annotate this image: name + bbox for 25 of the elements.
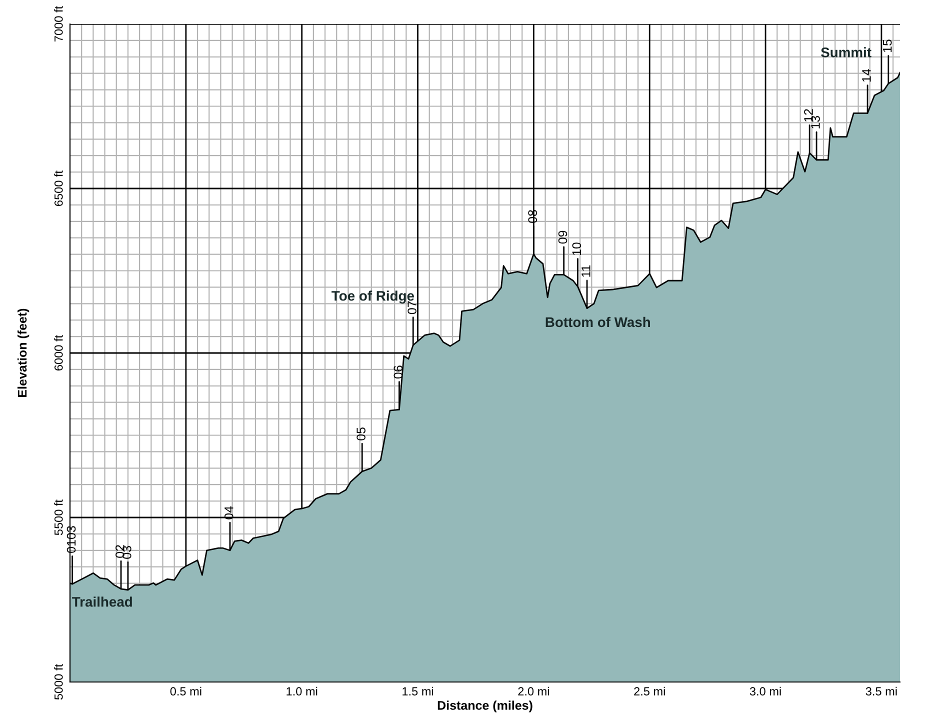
annotation: 11 [582, 265, 590, 277]
x-tick-label: 1.0 mi [286, 686, 318, 696]
x-axis-title: Distance (miles) [438, 700, 532, 712]
annotation: 02 [116, 545, 124, 558]
x-tick-label: 3.0 mi [750, 686, 781, 696]
x-tick-label: 3.5 mi [866, 686, 897, 696]
annotation: 09 [558, 230, 568, 244]
x-tick-label: 2.0 mi [518, 686, 549, 696]
annotation: 10 [572, 242, 582, 256]
y-tick-label: 6500 ft [54, 170, 63, 206]
y-tick-label: 5500 ft [54, 500, 63, 536]
annotation: Summit [820, 47, 872, 58]
y-tick-label: 6000 ft [54, 335, 63, 370]
x-tick-label: 2.5 mi [634, 686, 665, 696]
annotation: 14 [862, 69, 871, 82]
x-tick-label: 0.5 mi [170, 686, 202, 696]
annotation: 15 [883, 40, 892, 52]
annotation: 12 [804, 109, 813, 122]
annotation: Trailhead [72, 596, 132, 607]
y-tick-label: 7000 ft [54, 6, 63, 42]
annotation: 05 [356, 428, 366, 440]
y-tick-label: 5000 ft [54, 664, 63, 700]
x-tick-label: 1.5 mi [402, 686, 434, 696]
y-axis-title: Elevation (feet) [17, 308, 30, 397]
annotation: Bottom of Wash [546, 316, 650, 328]
